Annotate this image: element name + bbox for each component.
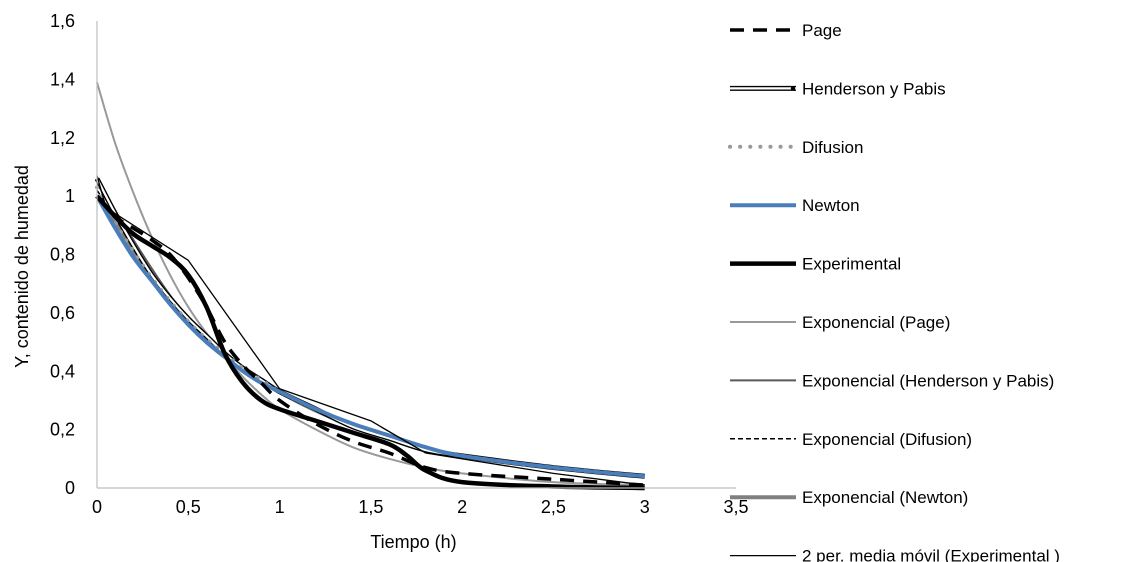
legend-label: Difusion	[802, 138, 863, 157]
x-tick-label: 0,5	[176, 497, 201, 517]
y-tick-label: 0,2	[50, 420, 75, 440]
x-tick-label: 1,5	[358, 497, 383, 517]
series-line-9	[96, 175, 645, 486]
legend-label: 2 per. media móvil (Experimental )	[802, 547, 1060, 562]
legend-entry: Difusion	[728, 138, 863, 157]
axes: 0 0,5 1 1,5 2 2,5 3 3,5 0 0,2 0,4 0,6 0,8 1 1,2 1,4 1,6 T…	[12, 11, 749, 552]
x-tick-label: 0	[92, 497, 102, 517]
series-stroke	[95, 194, 645, 487]
y-tick-label: 1	[65, 186, 75, 206]
series-line-0	[95, 194, 645, 487]
legend-entry: 2 per. media móvil (Experimental )	[730, 547, 1060, 562]
legend: Page Henderson y Pabis Difusion Newton Exper…	[728, 21, 1060, 562]
legend-label: Exponencial (Newton)	[802, 488, 968, 507]
plot-area	[94, 82, 647, 491]
legend-label: Page	[802, 21, 842, 40]
x-tick-label: 2,5	[541, 497, 566, 517]
x-tick-label: 2	[457, 497, 467, 517]
x-tick-label: 3,5	[723, 497, 748, 517]
legend-marker	[790, 86, 796, 91]
legend-entry: Exponencial (Difusion)	[730, 430, 972, 449]
legend-label: Exponencial (Henderson y Pabis)	[802, 371, 1054, 390]
y-tick-label: 1,6	[50, 11, 75, 31]
y-tick-label: 0,6	[50, 303, 75, 323]
y-tick-label: 1,4	[50, 69, 75, 89]
legend-label: Exponencial (Page)	[802, 313, 950, 332]
legend-entry: Henderson y Pabis	[730, 79, 946, 98]
y-axis-title: Y, contenido de humedad	[12, 165, 32, 368]
x-tick-label: 1	[275, 497, 285, 517]
series-stroke	[95, 194, 645, 491]
legend-entry: Page	[730, 21, 842, 40]
y-tick-label: 0	[65, 478, 75, 498]
series-stroke	[96, 175, 645, 486]
y-tick-label: 0,4	[50, 361, 75, 381]
x-axis-title: Tiempo (h)	[370, 532, 456, 552]
series-stroke	[95, 195, 645, 479]
legend-label: Exponencial (Difusion)	[802, 430, 972, 449]
series-stroke	[95, 185, 647, 479]
legend-entry: Experimental	[730, 255, 901, 274]
legend-entry: Exponencial (Henderson y Pabis)	[730, 371, 1054, 390]
y-tick-label: 0,8	[50, 245, 75, 265]
series-line-3	[95, 195, 645, 479]
legend-entry: Exponencial (Page)	[730, 313, 950, 332]
x-tick-label: 3	[640, 497, 650, 517]
legend-label: Experimental	[802, 255, 901, 274]
series-line-2	[95, 185, 647, 479]
legend-label: Henderson y Pabis	[802, 79, 946, 98]
y-tick-label: 1,2	[50, 128, 75, 148]
legend-entry: Newton	[730, 196, 860, 215]
legend-label: Newton	[802, 196, 860, 215]
series-line-5	[96, 82, 645, 487]
series-line-4	[95, 194, 645, 491]
series-stroke	[96, 82, 645, 487]
legend-entry: Exponencial (Newton)	[730, 488, 968, 507]
